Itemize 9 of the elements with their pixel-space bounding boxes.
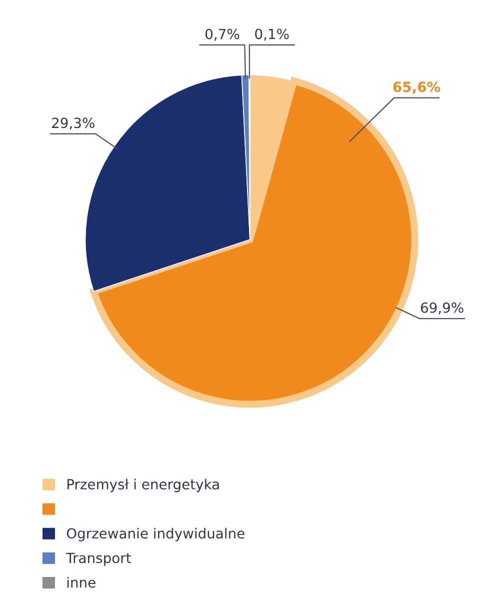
data-label: 29,3% xyxy=(52,118,94,130)
legend-label: Przemysł i energetyka xyxy=(67,478,219,492)
data-label: 0,1% xyxy=(255,28,289,41)
legend-label: Ogrzewanie indywidualne xyxy=(66,528,244,542)
data-label: 0,7% xyxy=(206,28,240,41)
legend-label: Transport xyxy=(66,552,131,566)
data-label: 65,6% xyxy=(393,82,440,94)
text: 69,9% xyxy=(420,302,464,314)
legend-label: inne xyxy=(67,576,96,588)
